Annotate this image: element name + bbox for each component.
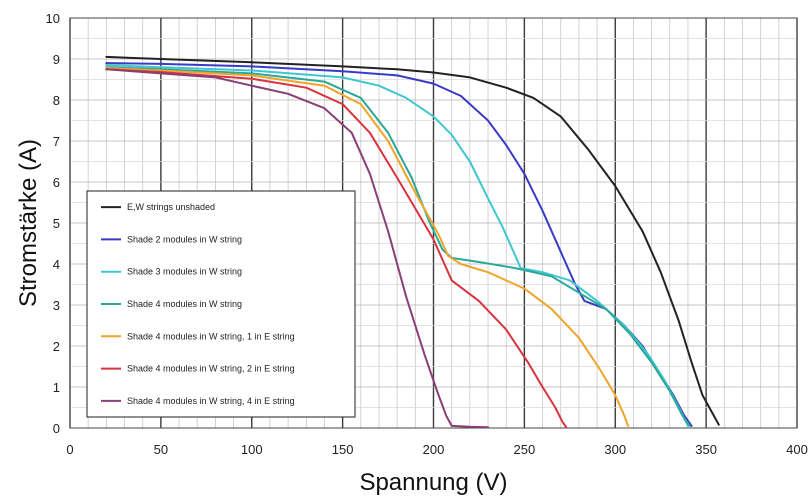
x-tick-label: 250 [514,442,536,457]
x-tick-label: 100 [241,442,263,457]
y-tick-label: 1 [53,380,60,395]
x-tick-label: 150 [332,442,354,457]
legend-label: Shade 4 modules in W string, 2 in E stri… [127,364,295,374]
y-tick-label: 3 [53,298,60,313]
x-tick-label: 300 [604,442,626,457]
x-tick-label: 400 [786,442,808,457]
series-layer [105,55,720,429]
series-line-1 [105,55,720,426]
y-tick-label: 8 [53,93,60,108]
y-tick-label: 9 [53,52,60,67]
y-tick-label: 6 [53,175,60,190]
x-tick-label: 0 [66,442,73,457]
series-line-7 [105,68,489,429]
y-tick-label: 10 [46,11,60,26]
y-tick-label: 0 [53,421,60,436]
series-line-4 [105,66,691,427]
legend: E,W strings unshaded Shade 2 modules in W… [86,190,356,418]
legend-label: Shade 3 modules in W string [127,267,242,277]
legend-label: Shade 4 modules in W string, 1 in E stri… [127,331,295,341]
plot-frame [69,17,798,429]
legend-label: Shade 2 modules in W string [127,234,242,244]
y-tick-label: 5 [53,216,60,231]
x-tick-label: 200 [423,442,445,457]
y-axis-title: Stromstärke (A) [15,139,42,307]
x-tick-label: 50 [154,442,168,457]
y-tick-label: 7 [53,134,60,149]
series-line-6 [105,68,568,429]
series-line-5 [105,67,629,427]
legend-label: E,W strings unshaded [127,202,215,212]
y-tick-label: 4 [53,257,60,272]
legend-label: Shade 4 modules in W string, 4 in E stri… [127,396,295,406]
legend-label: Shade 4 modules in W string [127,299,242,309]
y-tick-label: 2 [53,339,60,354]
y-axis-ticks: 0 1 2 3 4 5 6 7 8 9 10 [46,11,60,436]
series-line-3 [105,64,689,427]
legend-box [86,190,356,418]
x-axis-title: Spannung (V) [359,469,507,496]
x-axis-ticks: 0 50 100 150 200 250 300 350 400 [66,442,807,457]
x-tick-label: 350 [695,442,717,457]
